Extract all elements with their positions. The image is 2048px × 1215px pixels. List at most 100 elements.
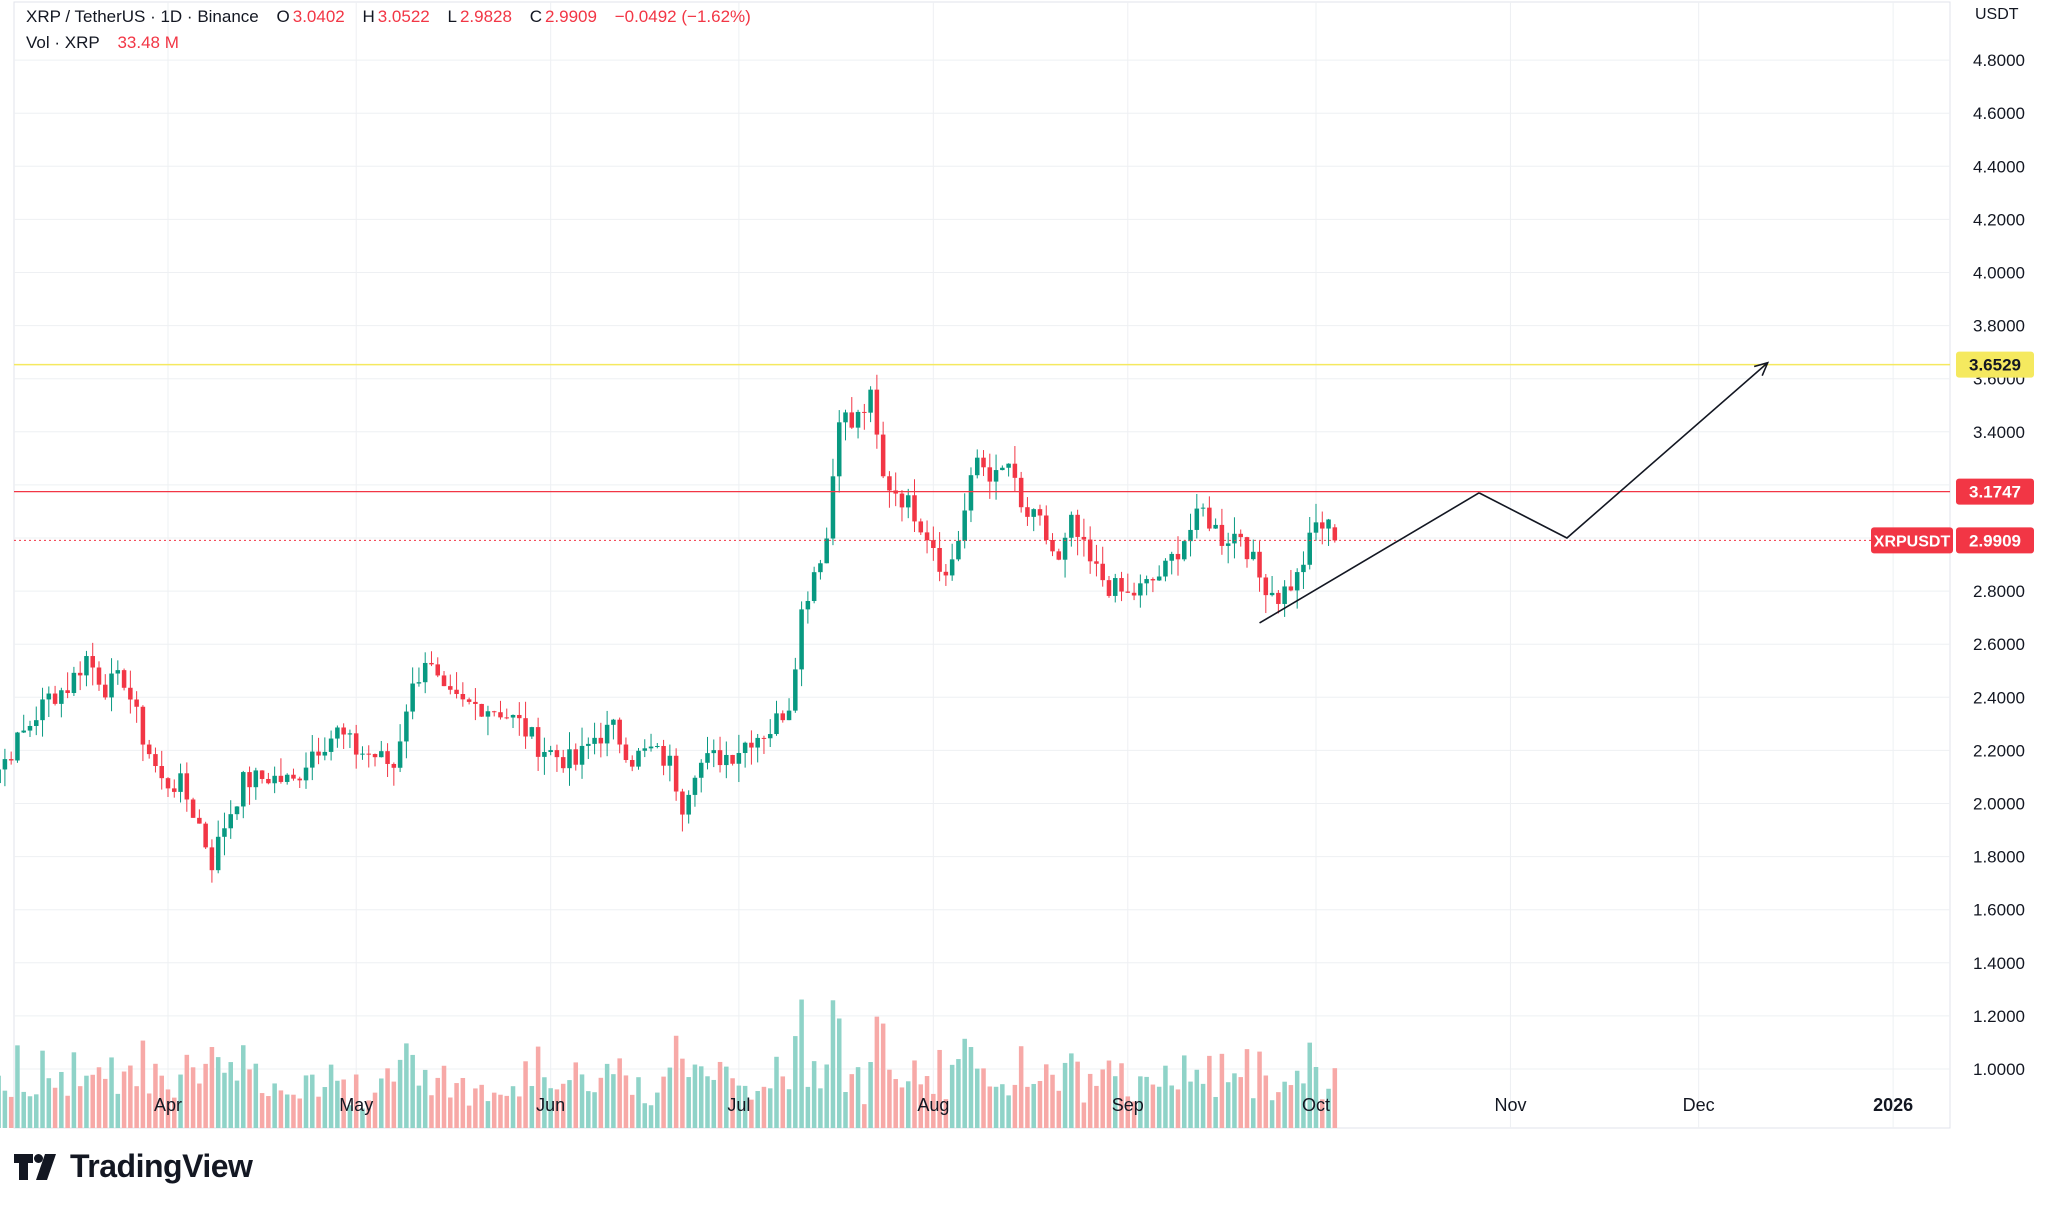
y-tick-label: 2.8000 <box>1973 582 2025 601</box>
volume-bar <box>692 1064 698 1128</box>
close-label: C <box>529 7 542 26</box>
volume-bar <box>247 1069 252 1128</box>
price-axis: 4.80004.60004.40004.20004.00003.80003.60… <box>1973 51 2025 1079</box>
volume-bar <box>962 1038 967 1128</box>
volume-bar <box>629 1094 635 1128</box>
volume-bar <box>115 1093 121 1128</box>
candle-body <box>21 730 26 733</box>
symbol-tag-label: XRPUSDT <box>1874 533 1951 550</box>
volume-bar <box>52 1087 58 1128</box>
volume-bar <box>761 1086 767 1128</box>
volume-bar <box>981 1068 986 1128</box>
volume-bar <box>172 1097 177 1128</box>
horizontal-lines <box>14 363 1950 541</box>
candle-body <box>918 521 924 533</box>
candle-body <box>636 750 641 767</box>
volume-bar <box>1225 1082 1231 1128</box>
candle-body <box>379 751 384 758</box>
volume-bar <box>504 1095 510 1128</box>
resistance-price-tag-label: 3.1747 <box>1969 483 2021 502</box>
currency-unit[interactable]: USDT <box>1975 6 2019 23</box>
candle-body <box>291 774 296 779</box>
volume-bar <box>673 1035 679 1128</box>
last-price-tag-label: 2.9909 <box>1969 531 2021 550</box>
candle-body <box>981 457 986 468</box>
candle-body <box>59 690 64 704</box>
candle-body <box>510 714 516 718</box>
resistance-price-tag-bg <box>1956 478 2034 505</box>
volume-bar <box>1175 1089 1181 1128</box>
y-tick-label: 3.4000 <box>1973 423 2025 442</box>
candle-body <box>1276 592 1281 604</box>
volume-bar <box>1200 1083 1206 1128</box>
projection-path <box>1478 362 1769 539</box>
candle-body <box>730 754 735 764</box>
volume-bar <box>736 1085 742 1128</box>
volume-bar <box>84 1075 89 1128</box>
volume-bar <box>146 1093 152 1128</box>
volume-bar <box>648 1105 654 1128</box>
tradingview-logo[interactable]: TradingView <box>14 1148 253 1185</box>
candle-body <box>1188 529 1193 542</box>
candle-body <box>705 753 710 763</box>
projection-arrowhead <box>1753 361 1770 376</box>
volume-bar <box>209 1047 215 1128</box>
volume-bar <box>523 1061 528 1128</box>
volume-bar <box>1006 1095 1011 1128</box>
candle-body <box>849 412 855 428</box>
volume-bar <box>780 1076 786 1128</box>
close-value: 2.9909 <box>544 7 597 26</box>
volume-bar <box>397 1059 403 1128</box>
candle-body <box>818 563 823 573</box>
volume-bar <box>347 1105 353 1128</box>
y-tick-label: 2.0000 <box>1973 795 2025 814</box>
candle-body <box>1119 578 1124 592</box>
volume-bar <box>899 1087 905 1128</box>
candle-body <box>259 770 265 779</box>
volume-bar <box>429 1095 434 1128</box>
candle-body <box>1031 509 1036 517</box>
y-tick-label: 1.2000 <box>1973 1007 2025 1026</box>
candle-body <box>1056 551 1062 560</box>
volume-bar <box>993 1086 999 1128</box>
volume-bar <box>491 1092 497 1128</box>
candle-body <box>862 411 867 413</box>
volume-bar <box>880 1023 886 1128</box>
candle-body <box>1018 477 1024 508</box>
candle-body <box>1307 532 1312 565</box>
volume-bar <box>234 1080 240 1128</box>
candle-body <box>962 510 967 541</box>
volume-bars <box>0 999 1338 1128</box>
volume-bar <box>818 1088 823 1128</box>
candle-body <box>1006 463 1011 468</box>
candle-body <box>153 754 158 767</box>
volume-bar <box>1144 1076 1149 1128</box>
volume-bar <box>103 1078 108 1128</box>
volume-bar <box>259 1093 265 1128</box>
candle-body <box>341 727 346 735</box>
volume-bar <box>40 1050 45 1128</box>
candle-body <box>836 422 842 477</box>
candle-body <box>655 745 660 747</box>
volume-bar <box>379 1078 384 1128</box>
chart-grid <box>13 1 1951 1129</box>
volume-bar <box>931 1093 936 1128</box>
volume-bar <box>1326 1088 1331 1128</box>
candle-body <box>761 737 767 739</box>
volume-bar <box>510 1086 516 1128</box>
volume-bar <box>1037 1080 1043 1128</box>
candle-body <box>987 467 993 482</box>
candle-body <box>974 457 980 476</box>
volume-bar <box>222 1072 227 1128</box>
support-trendline <box>1259 492 1480 624</box>
candle-body <box>1232 533 1237 544</box>
candle-body <box>228 814 233 829</box>
candle-body <box>272 775 277 784</box>
candle-body <box>968 475 974 511</box>
candle-body <box>372 754 378 758</box>
candle-body <box>1138 583 1143 596</box>
candle-body <box>1094 561 1099 564</box>
volume-bar <box>65 1095 70 1128</box>
candle-body <box>441 675 447 687</box>
